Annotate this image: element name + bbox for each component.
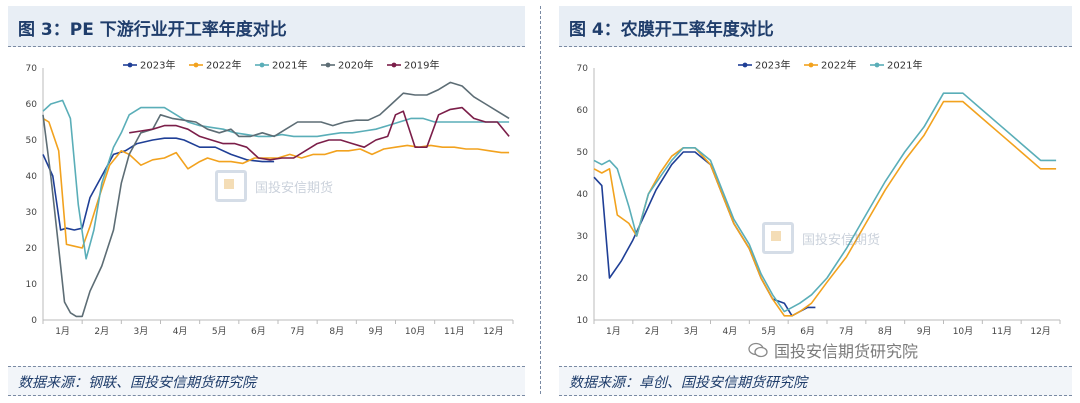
left-source-bar: 数据来源：钢联、国投安信期货研究院 (8, 366, 525, 396)
x-tick-label: 4月 (723, 326, 738, 337)
legend-marker (325, 62, 331, 68)
legend-label: 2021年 (272, 59, 307, 72)
x-tick-label: 6月 (251, 326, 266, 337)
x-tick-label: 11月 (992, 326, 1012, 337)
y-tick-label: 70 (26, 64, 38, 74)
series-line-2021年 (593, 92, 1057, 313)
x-tick-label: 3月 (684, 326, 699, 337)
company-logo-icon (215, 170, 247, 202)
right-chart-panel: 图 4：农膜开工率年度对比 10 20 30 40 50 60 70 1月 2月 3月 4月 5月 6月… (551, 0, 1080, 403)
legend-item: 2023年 (738, 59, 790, 72)
legend-marker (259, 62, 265, 68)
y-tick-label: 20 (577, 274, 589, 284)
legend-item: 2023年 (123, 59, 175, 72)
x-tick-label: 9月 (917, 326, 932, 337)
right-chart-area: 10 20 30 40 50 60 70 1月 2月 3月 4月 5月 6月 7月 8月 9月 10月 11月 12… (559, 48, 1072, 360)
series-line-2019年 (129, 106, 510, 161)
x-tick-label: 6月 (800, 326, 815, 337)
legend-label: 2023年 (755, 59, 790, 72)
right-chart-title: 图 4：农膜开工率年度对比 (569, 20, 774, 40)
y-tick-label: 30 (577, 232, 589, 242)
x-tick-label: 9月 (369, 326, 384, 337)
x-tick-label: 1月 (55, 326, 70, 337)
y-tick-label: 50 (577, 148, 589, 158)
legend-item: 2021年 (870, 59, 922, 72)
x-tick-label: 12月 (483, 326, 503, 337)
y-tick-label: 60 (577, 106, 589, 116)
legend-marker (742, 62, 748, 68)
wechat-brand-text: 国投安信期货研究院 (774, 342, 919, 361)
right-source-bar: 数据来源：卓创、国投安信期货研究院 (559, 366, 1072, 396)
legend-item: 2019年 (387, 59, 439, 72)
x-tick-label: 8月 (329, 326, 344, 337)
company-logo-icon (762, 222, 794, 254)
watermark-right: 国投安信期货 (762, 222, 880, 254)
y-tick-label: 30 (26, 208, 38, 218)
watermark-text: 国投安信期货 (802, 232, 881, 248)
y-tick-label: 50 (26, 136, 38, 146)
agri-film-chart: 10 20 30 40 50 60 70 1月 2月 3月 4月 5月 6月 7月 8月 9月 10月 11月 12… (577, 59, 1061, 337)
legend-marker (127, 62, 133, 68)
y-tick-label: 20 (26, 244, 38, 254)
left-title-bar: 图 3：PE 下游行业开工率年度对比 (8, 6, 525, 47)
x-tick-label: 10月 (405, 326, 425, 337)
legend-item: 2021年 (255, 59, 307, 72)
legend-item: 2022年 (804, 59, 856, 72)
x-tick-label: 10月 (953, 326, 973, 337)
panel-divider (540, 6, 541, 394)
x-tick-label: 7月 (839, 326, 854, 337)
x-tick-label: 12月 (1030, 326, 1050, 337)
x-tick-label: 1月 (606, 326, 621, 337)
left-chart-panel: 图 3：PE 下游行业开工率年度对比 0 10 20 30 40 50 60 70 1月 2月 3月… (0, 0, 533, 403)
legend-label: 2020年 (338, 59, 373, 72)
legend-marker (808, 62, 814, 68)
x-tick-label: 8月 (878, 326, 893, 337)
x-tick-label: 7月 (290, 326, 305, 337)
right-source-text: 数据来源：卓创、国投安信期货研究院 (569, 375, 807, 391)
legend-label: 2023年 (140, 59, 175, 72)
legend-label: 2022年 (821, 59, 856, 72)
x-tick-label: 5月 (761, 326, 776, 337)
legend-label: 2021年 (887, 59, 922, 72)
wechat-brand: 国投安信期货研究院 (748, 338, 918, 362)
x-tick-label: 4月 (173, 326, 188, 337)
left-chart-title: 图 3：PE 下游行业开工率年度对比 (18, 20, 287, 40)
left-source-text: 数据来源：钢联、国投安信期货研究院 (18, 375, 256, 391)
right-title-bar: 图 4：农膜开工率年度对比 (559, 6, 1072, 47)
series-line-2020年 (42, 81, 510, 318)
watermark-text: 国投安信期货 (255, 180, 334, 196)
legend-marker (193, 62, 199, 68)
y-tick-label: 70 (577, 64, 589, 74)
x-tick-label: 11月 (444, 326, 464, 337)
series-line-2023年 (42, 137, 275, 231)
y-tick-label: 40 (26, 172, 38, 182)
legend-marker (874, 62, 880, 68)
y-tick-label: 60 (26, 100, 38, 110)
legend-item: 2022年 (189, 59, 241, 72)
x-tick-label: 5月 (212, 326, 227, 337)
watermark-left: 国投安信期货 (215, 170, 333, 202)
series-line-2021年 (42, 99, 510, 260)
y-tick-label: 40 (577, 190, 589, 200)
legend-marker (391, 62, 397, 68)
y-tick-label: 10 (26, 280, 38, 290)
y-tick-label: 10 (577, 316, 589, 326)
x-tick-label: 2月 (94, 326, 109, 337)
legend-label: 2022年 (206, 59, 241, 72)
x-tick-label: 3月 (134, 326, 149, 337)
legend-item: 2020年 (321, 59, 373, 72)
pe-downstream-chart: 0 10 20 30 40 50 60 70 1月 2月 3月 4月 5月 6月 7月 8月 9月 10月 11月 1… (26, 59, 514, 337)
left-chart-area: 0 10 20 30 40 50 60 70 1月 2月 3月 4月 5月 6月 7月 8月 9月 10月 11月 1… (8, 48, 525, 360)
x-tick-label: 2月 (645, 326, 660, 337)
legend-label: 2019年 (404, 59, 439, 72)
wechat-icon (748, 342, 768, 358)
series-line-2022年 (593, 100, 1057, 317)
y-tick-label: 0 (31, 316, 37, 326)
